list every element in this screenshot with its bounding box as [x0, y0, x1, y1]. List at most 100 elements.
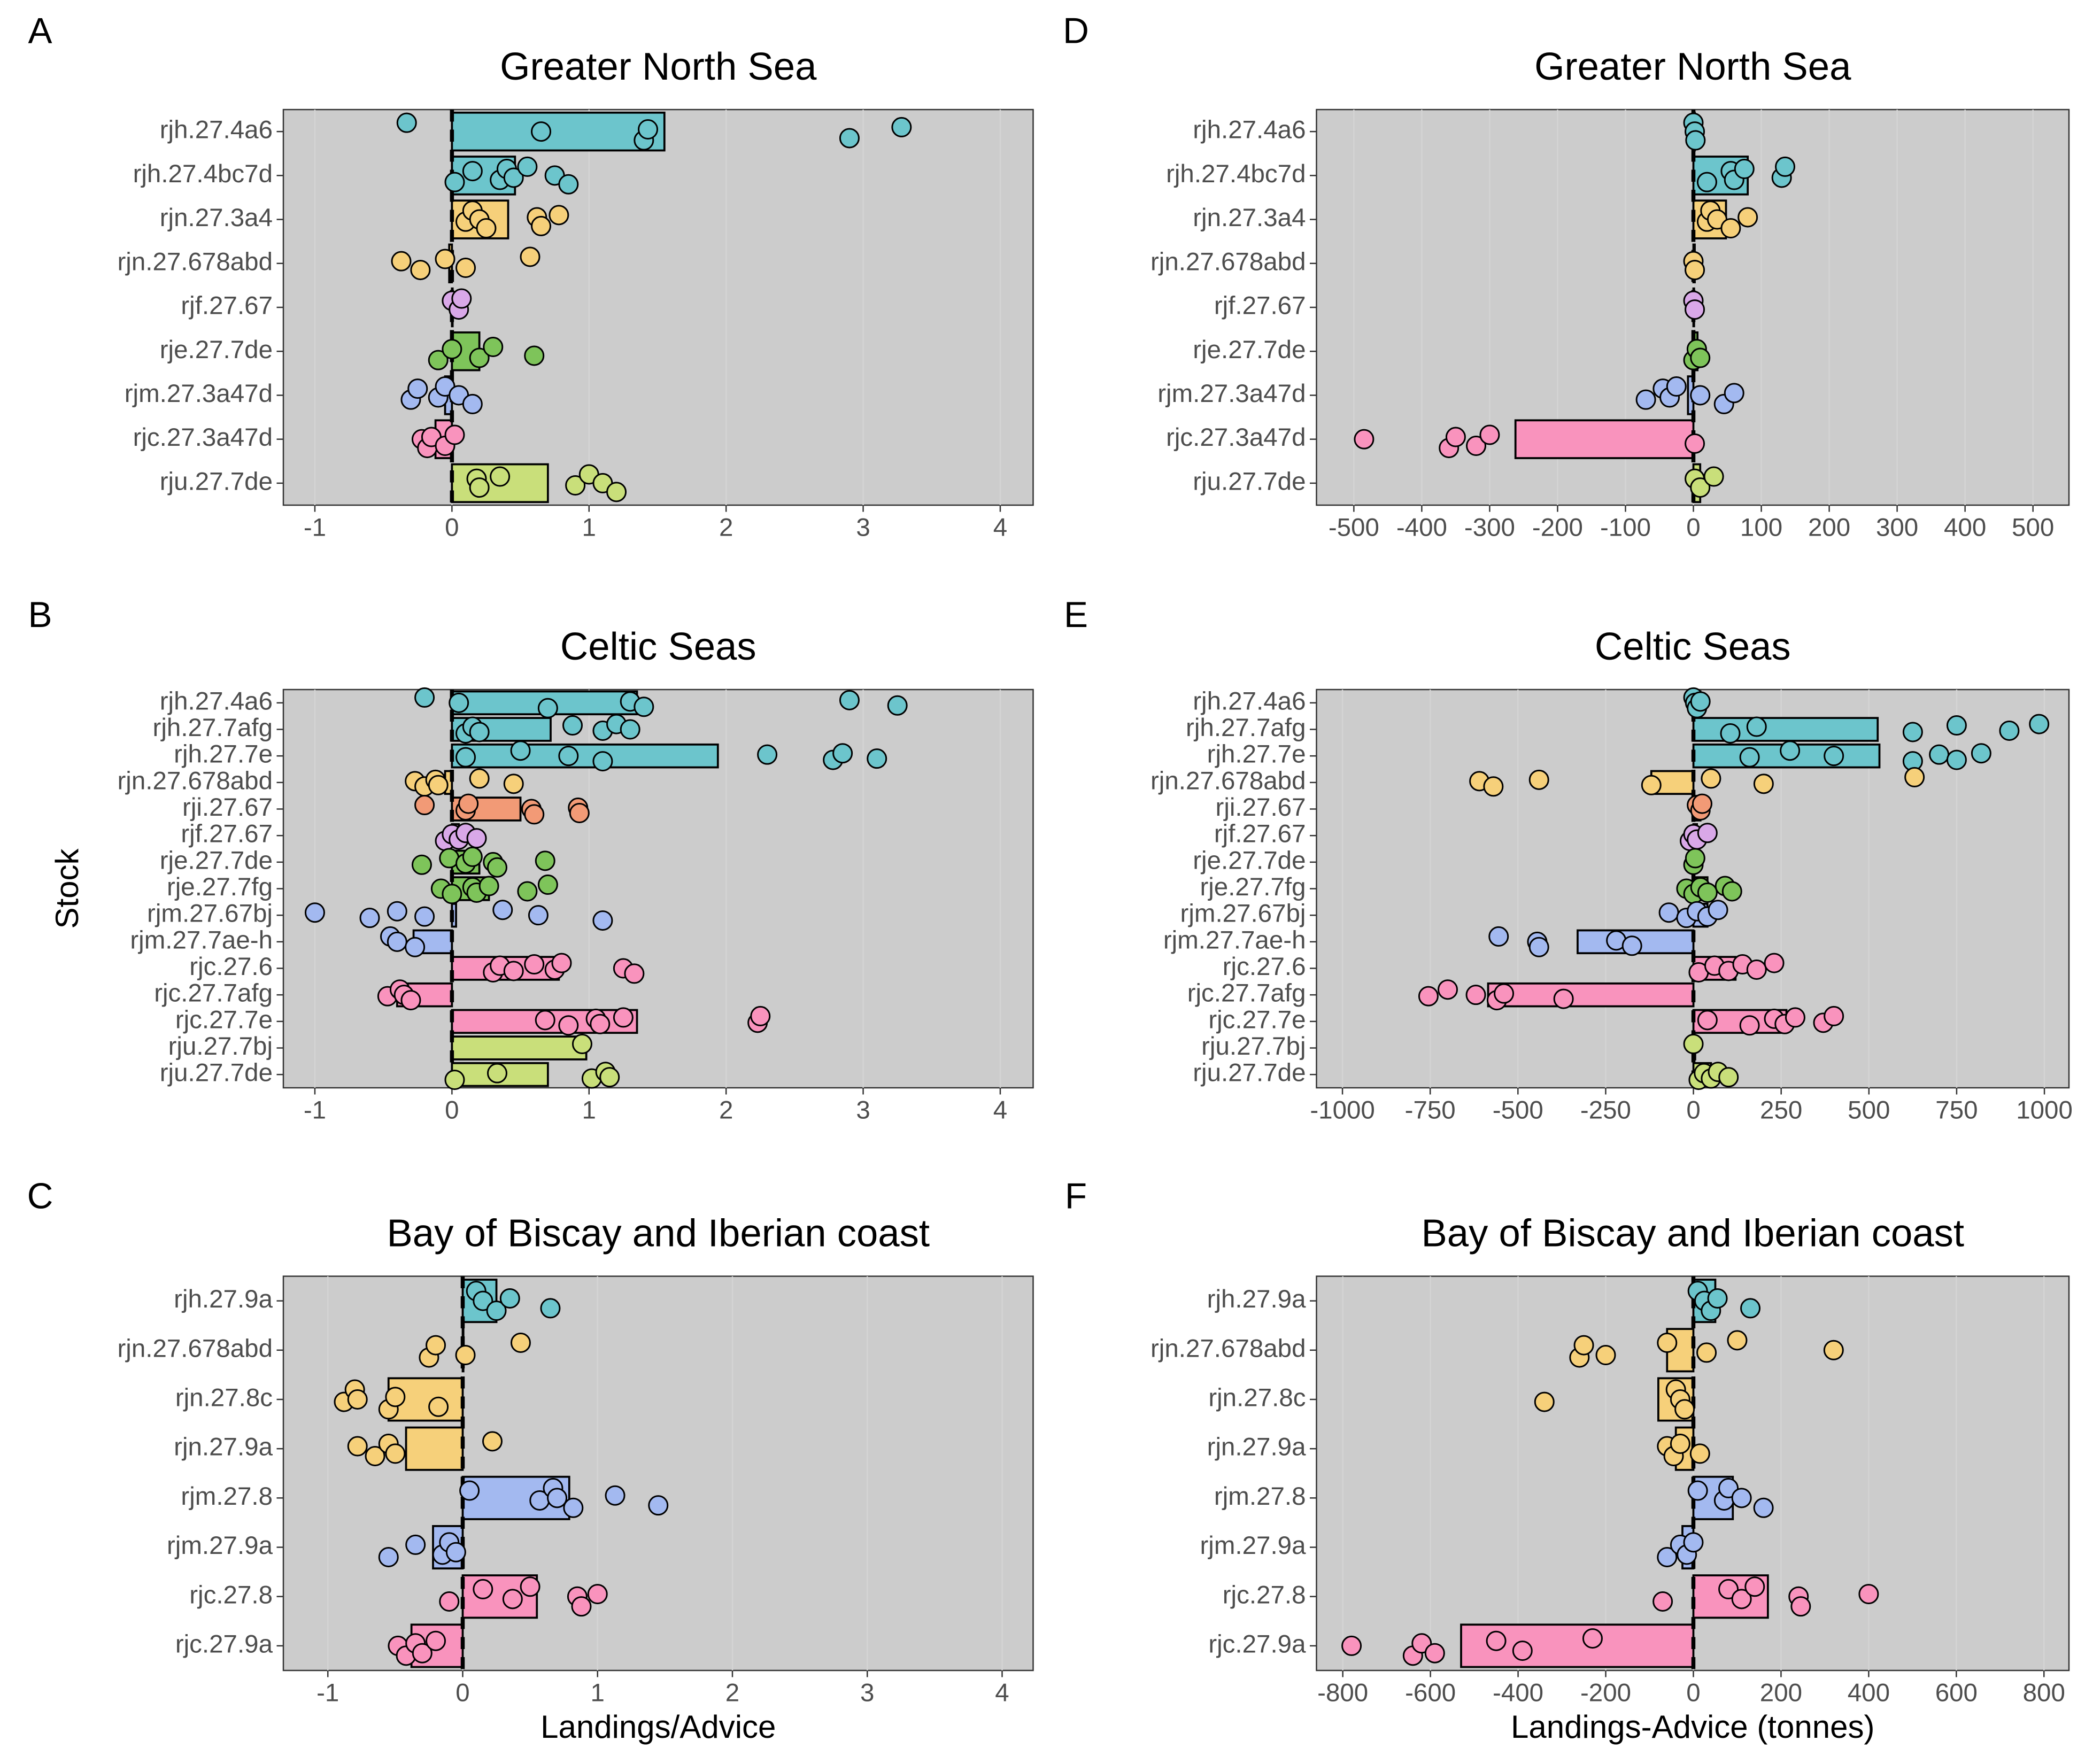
x-tick-label: 200	[1760, 1679, 1802, 1707]
data-point	[1731, 1488, 1752, 1508]
data-point	[478, 876, 499, 896]
data-point	[1685, 260, 1705, 281]
data-point	[428, 775, 449, 795]
data-point	[1701, 768, 1721, 789]
data-point	[540, 1298, 561, 1319]
data-point	[558, 1015, 579, 1036]
data-point	[385, 1443, 406, 1464]
y-tick-label: rjm.27.9a	[1200, 1531, 1306, 1560]
data-point	[624, 963, 645, 984]
data-point	[1734, 159, 1755, 180]
data-point	[412, 1643, 433, 1664]
y-tick-label: rjh.27.9a	[174, 1285, 273, 1313]
data-point	[1683, 1532, 1704, 1553]
data-point	[414, 906, 435, 927]
y-tick-label: rjh.27.4a6	[1193, 687, 1306, 715]
bar	[1487, 982, 1695, 1008]
data-point	[1746, 716, 1767, 737]
data-point	[587, 1584, 608, 1605]
y-tick-label: rjh.27.4a6	[160, 116, 273, 144]
y-tick-label: rjm.27.67bj	[1180, 900, 1306, 928]
data-point	[444, 424, 465, 445]
x-tick-label: -400	[1396, 514, 1447, 542]
x-tick-label: -200	[1532, 514, 1583, 542]
data-point	[387, 931, 407, 952]
data-point	[1775, 156, 1796, 177]
data-point	[613, 1007, 634, 1028]
y-tick-label: rjn.27.8c	[1208, 1384, 1306, 1412]
data-point	[558, 174, 579, 195]
x-tick-label: 4	[993, 1096, 1007, 1125]
data-point	[1635, 389, 1656, 410]
y-tick-label: rjc.27.6	[189, 953, 273, 981]
y-tick-label: rjn.27.9a	[174, 1433, 273, 1461]
data-point	[1685, 299, 1705, 320]
x-tick-label: 1	[591, 1679, 605, 1707]
y-axis-label: Stock	[49, 848, 85, 929]
data-point	[1824, 746, 1844, 767]
panel-letter: A	[28, 11, 52, 51]
data-point	[469, 722, 490, 742]
data-point	[492, 900, 513, 920]
data-point	[562, 715, 583, 736]
data-point	[520, 1576, 540, 1597]
y-tick-label: rjm.27.7ae-h	[130, 926, 273, 954]
data-point	[535, 1010, 555, 1031]
data-point	[1582, 1628, 1603, 1649]
x-tick-label: -1	[316, 1679, 339, 1707]
y-tick-label: rjc.27.7afg	[154, 979, 273, 1008]
bar	[451, 111, 666, 152]
panel-letter: B	[28, 595, 52, 635]
data-point	[1488, 926, 1509, 947]
y-tick-label: rjc.27.8	[1223, 1581, 1306, 1609]
data-point	[757, 744, 778, 765]
data-point	[462, 846, 483, 867]
y-tick-label: rjh.27.7e	[174, 740, 273, 769]
x-tick-label: -600	[1405, 1679, 1456, 1707]
y-tick-label: rjc.27.7afg	[1187, 979, 1306, 1008]
x-tick-label: 1	[582, 1096, 596, 1125]
data-point	[486, 1301, 507, 1321]
y-tick-label: rju.27.7bj	[1201, 1032, 1306, 1061]
data-point	[1479, 424, 1500, 445]
data-point	[426, 1335, 446, 1356]
data-point	[411, 854, 432, 875]
y-tick-label: rjn.27.678abd	[117, 247, 273, 276]
y-tick-label: rjm.27.3a47d	[1157, 380, 1306, 408]
y-tick-label: rjh.27.7afg	[153, 714, 273, 742]
data-point	[2029, 714, 2050, 734]
data-point	[1658, 902, 1679, 923]
data-point	[551, 953, 572, 973]
data-point	[1690, 385, 1711, 406]
x-tick-label: 4	[993, 514, 1007, 542]
y-tick-label: rjc.27.3a47d	[133, 423, 273, 452]
data-point	[482, 1431, 503, 1452]
data-point	[592, 910, 613, 931]
data-point	[486, 1063, 507, 1084]
data-point	[590, 1013, 611, 1034]
data-point	[391, 251, 412, 272]
data-point	[1438, 979, 1458, 1000]
panel-title: Celtic Seas	[1595, 625, 1791, 668]
x-tick-label: 0	[455, 1679, 469, 1707]
plot-background	[282, 1275, 1034, 1672]
x-tick-label: -1	[304, 514, 326, 542]
y-tick-label: rjc.27.9a	[1208, 1630, 1306, 1658]
data-point	[1724, 383, 1744, 404]
x-tick-label: 2	[719, 1096, 733, 1125]
data-point	[517, 156, 538, 177]
data-point	[503, 773, 524, 794]
data-point	[1753, 773, 1774, 794]
x-tick-label: 500	[2012, 514, 2054, 542]
data-point	[1341, 1635, 1362, 1656]
y-tick-label: rjm.27.3a47d	[125, 380, 273, 408]
data-point	[426, 1630, 446, 1651]
y-tick-label: rje.27.7de	[160, 336, 273, 364]
data-point	[462, 393, 483, 414]
data-point	[1720, 218, 1741, 239]
data-point	[1731, 1589, 1752, 1610]
y-tick-label: rjm.27.8	[181, 1482, 273, 1511]
data-point	[1553, 988, 1574, 1009]
y-tick-label: rjn.27.678abd	[117, 767, 273, 795]
